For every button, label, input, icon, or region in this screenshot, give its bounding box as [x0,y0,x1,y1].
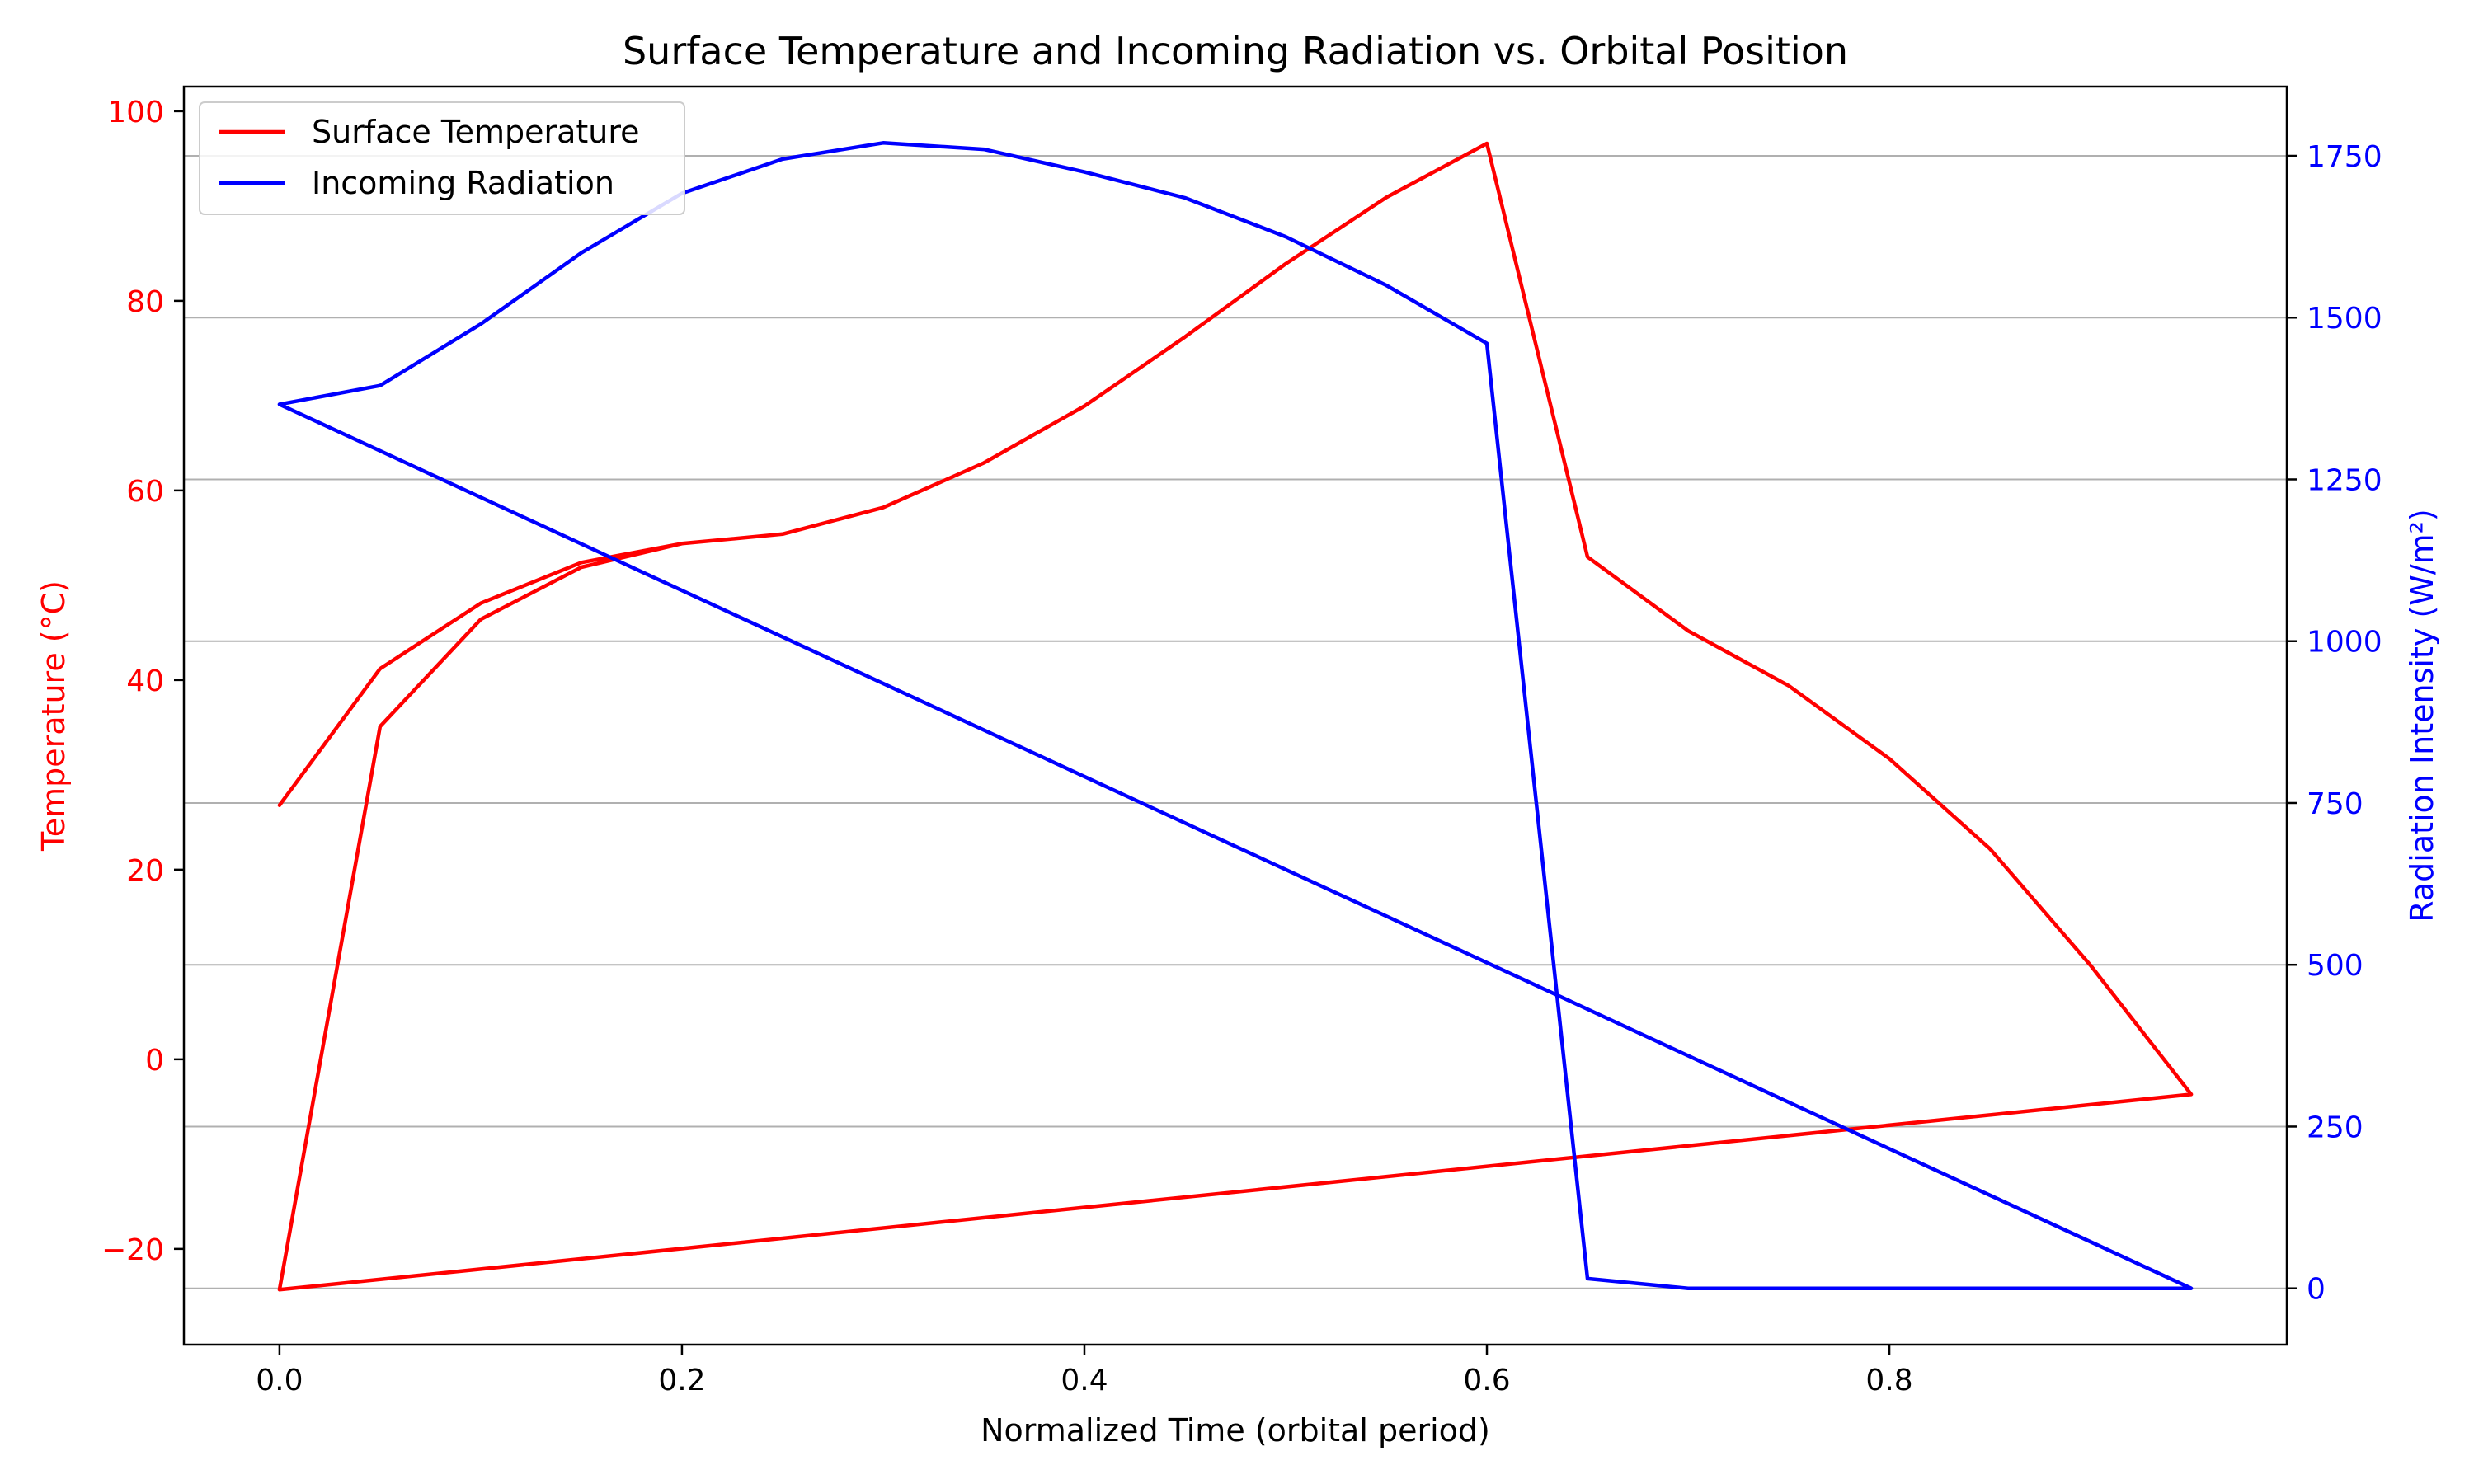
right-axis-label: Radiation Intensity (W/m²) [2404,509,2440,922]
right-tick-label-7: 1750 [2307,140,2382,174]
right-axis-ticks: 0 250 500 750 1000 1250 1500 1750 [2287,140,2382,1307]
right-tick-label-1: 250 [2307,1111,2363,1144]
x-tick-label-4: 0.8 [1865,1364,1912,1397]
x-tick-label-0: 0.0 [256,1364,303,1397]
x-tick-label-2: 0.4 [1061,1364,1108,1397]
series-line-temperature [277,141,2194,1292]
left-tick-label-6: 100 [107,96,164,129]
legend-box [199,101,685,215]
right-tick-label-2: 500 [2307,949,2363,983]
right-tick-label-5: 1250 [2307,463,2382,497]
right-tick-label-6: 1500 [2307,302,2382,336]
legend-label-radiation: Incoming Radiation [312,165,614,201]
left-tick-label-4: 60 [126,475,164,509]
legend: Surface Temperature Incoming Radiation [199,101,685,215]
left-axis-ticks: −20 0 20 40 60 80 100 [101,96,184,1267]
grid-lines [184,154,2287,1289]
left-tick-label-0: −20 [101,1233,164,1267]
left-tick-label-5: 80 [126,285,164,319]
legend-label-temperature: Surface Temperature [312,114,640,150]
x-tick-label-3: 0.6 [1463,1364,1510,1397]
left-tick-label-3: 40 [126,665,164,698]
chart-title: Surface Temperature and Incoming Radiati… [623,29,1848,73]
x-axis-label: Normalized Time (orbital period) [981,1412,1490,1449]
series-layer [277,141,2194,1292]
left-axis-label: Temperature (°C) [35,580,72,852]
left-tick-label-2: 20 [126,854,164,888]
x-tick-label-1: 0.2 [658,1364,705,1397]
x-axis-ticks: 0.0 0.2 0.4 0.6 0.8 [256,1345,1913,1397]
left-tick-label-1: 0 [145,1044,164,1078]
right-tick-label-4: 1000 [2307,626,2382,660]
plot-frame [182,85,2288,1346]
right-tick-label-3: 750 [2307,787,2363,821]
right-tick-label-0: 0 [2307,1273,2326,1307]
series-line-radiation [277,141,2194,1290]
